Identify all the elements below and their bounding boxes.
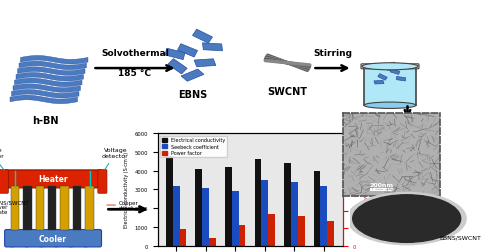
Bar xyxy=(298,216,304,246)
Text: SWCNT: SWCNT xyxy=(268,86,308,97)
Bar xyxy=(166,156,172,246)
Bar xyxy=(202,188,209,246)
Ellipse shape xyxy=(35,236,48,247)
Text: Voltage
detector: Voltage detector xyxy=(102,148,129,170)
Text: Copper
sheet: Copper sheet xyxy=(119,200,139,211)
Polygon shape xyxy=(194,59,216,68)
Text: Solvothermal: Solvothermal xyxy=(101,49,169,58)
Bar xyxy=(232,192,238,246)
Bar xyxy=(180,229,186,246)
FancyBboxPatch shape xyxy=(4,230,102,247)
Bar xyxy=(48,186,56,230)
Bar xyxy=(225,167,232,246)
Bar xyxy=(284,164,291,246)
Polygon shape xyxy=(16,73,84,82)
Ellipse shape xyxy=(20,236,33,247)
Text: Stirring: Stirring xyxy=(313,49,352,58)
Bar xyxy=(196,169,202,246)
Text: 200nm: 200nm xyxy=(370,182,394,187)
Ellipse shape xyxy=(364,103,416,109)
Text: Cooler: Cooler xyxy=(39,234,67,243)
Bar xyxy=(410,122,413,132)
Polygon shape xyxy=(19,62,86,70)
Legend: Electrical conductivity, Seebeck coefficient, Power factor: Electrical conductivity, Seebeck coeffic… xyxy=(160,136,227,158)
Ellipse shape xyxy=(50,236,62,247)
Polygon shape xyxy=(178,45,198,58)
Polygon shape xyxy=(18,68,85,76)
Y-axis label: Electrical conductivity (S·cm⁻¹): Electrical conductivity (S·cm⁻¹) xyxy=(124,152,128,228)
Text: EBNS/SWCNT: EBNS/SWCNT xyxy=(0,200,29,205)
Bar xyxy=(60,186,69,230)
Polygon shape xyxy=(396,78,406,81)
Bar xyxy=(10,186,19,230)
Text: Heater: Heater xyxy=(38,175,68,184)
Text: EBNS: EBNS xyxy=(178,90,207,100)
Polygon shape xyxy=(14,79,82,87)
Bar xyxy=(291,182,298,246)
Bar xyxy=(254,160,262,246)
FancyBboxPatch shape xyxy=(402,119,425,136)
FancyBboxPatch shape xyxy=(0,170,8,194)
Polygon shape xyxy=(378,74,387,81)
Bar xyxy=(172,186,180,246)
Polygon shape xyxy=(10,96,78,104)
Text: EBNS/SWCNT: EBNS/SWCNT xyxy=(440,235,482,240)
Ellipse shape xyxy=(6,236,18,247)
Y-axis label: Seebeck coeff. (μV·K⁻¹) /
Power factor (μW·m⁻¹·K⁻²): Seebeck coeff. (μV·K⁻¹) / Power factor (… xyxy=(362,161,370,218)
Polygon shape xyxy=(13,84,80,93)
Bar xyxy=(314,171,320,246)
Bar xyxy=(209,238,216,246)
Bar xyxy=(409,118,418,122)
Bar xyxy=(73,186,82,230)
Polygon shape xyxy=(20,56,88,65)
Bar xyxy=(268,214,275,246)
FancyBboxPatch shape xyxy=(4,170,102,188)
Polygon shape xyxy=(380,66,392,71)
Polygon shape xyxy=(386,62,396,68)
Bar xyxy=(23,186,32,230)
Text: Voltage
detector: Voltage detector xyxy=(0,148,4,170)
Circle shape xyxy=(348,193,466,245)
Ellipse shape xyxy=(80,236,92,247)
FancyBboxPatch shape xyxy=(364,67,416,106)
FancyBboxPatch shape xyxy=(361,65,419,70)
Polygon shape xyxy=(181,70,204,82)
Bar xyxy=(36,186,44,230)
Polygon shape xyxy=(12,90,79,99)
Bar xyxy=(328,222,334,246)
Polygon shape xyxy=(192,30,212,44)
Text: Silver
paste: Silver paste xyxy=(0,204,8,215)
Polygon shape xyxy=(165,49,185,60)
Polygon shape xyxy=(390,70,400,75)
Ellipse shape xyxy=(362,64,418,71)
Polygon shape xyxy=(202,44,222,52)
Polygon shape xyxy=(374,80,384,85)
Bar xyxy=(238,225,246,246)
Polygon shape xyxy=(168,59,187,75)
Bar xyxy=(320,186,328,246)
Bar xyxy=(86,186,94,230)
Bar xyxy=(407,122,410,132)
Circle shape xyxy=(352,195,461,242)
Bar xyxy=(262,180,268,246)
Bar xyxy=(370,188,394,192)
Ellipse shape xyxy=(64,236,78,247)
Text: h-BN: h-BN xyxy=(32,116,58,126)
Text: 185 °C: 185 °C xyxy=(118,69,152,78)
FancyBboxPatch shape xyxy=(98,170,107,194)
